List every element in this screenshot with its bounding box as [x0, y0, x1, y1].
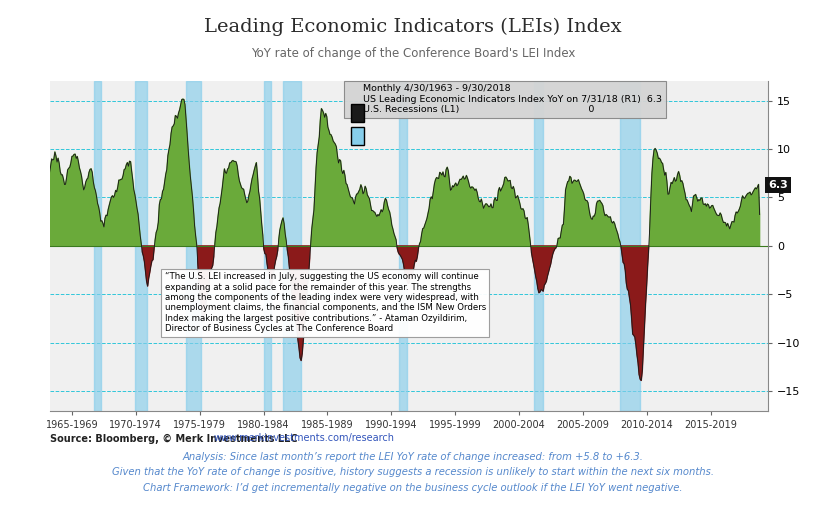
- Bar: [94, 81, 101, 411]
- Bar: [534, 81, 544, 411]
- Bar: [399, 81, 406, 411]
- Text: Monthly 4/30/1963 - 9/30/2018
     US Leading Economic Indicators Index YoY on 7: Monthly 4/30/1963 - 9/30/2018 US Leading…: [348, 84, 662, 114]
- Text: Given that the YoY rate of change is positive, history suggests a recession is u: Given that the YoY rate of change is pos…: [112, 467, 714, 478]
- Text: YoY rate of change of the Conference Board's LEI Index: YoY rate of change of the Conference Boa…: [251, 47, 575, 60]
- Text: Analysis: Since last month’s report the LEI YoY rate of change increased: from +: Analysis: Since last month’s report the …: [183, 452, 643, 462]
- FancyBboxPatch shape: [351, 104, 364, 122]
- Bar: [620, 81, 640, 411]
- FancyBboxPatch shape: [351, 127, 364, 146]
- Text: Source: Bloomberg, © Merk Investments LLC: Source: Bloomberg, © Merk Investments LL…: [50, 433, 301, 444]
- Text: 6.3: 6.3: [768, 180, 788, 190]
- Bar: [135, 81, 147, 411]
- Bar: [186, 81, 201, 411]
- Text: www.merkinvestments.com/research: www.merkinvestments.com/research: [213, 433, 394, 444]
- Text: Leading Economic Indicators (LEIs) Index: Leading Economic Indicators (LEIs) Index: [204, 18, 622, 36]
- Text: Chart Framework: I’d get incrementally negative on the business cycle outlook if: Chart Framework: I’d get incrementally n…: [143, 483, 683, 493]
- Bar: [282, 81, 301, 411]
- Bar: [263, 81, 271, 411]
- Text: “The U.S. LEI increased in July, suggesting the US economy will continue
expandi: “The U.S. LEI increased in July, suggest…: [164, 272, 486, 333]
